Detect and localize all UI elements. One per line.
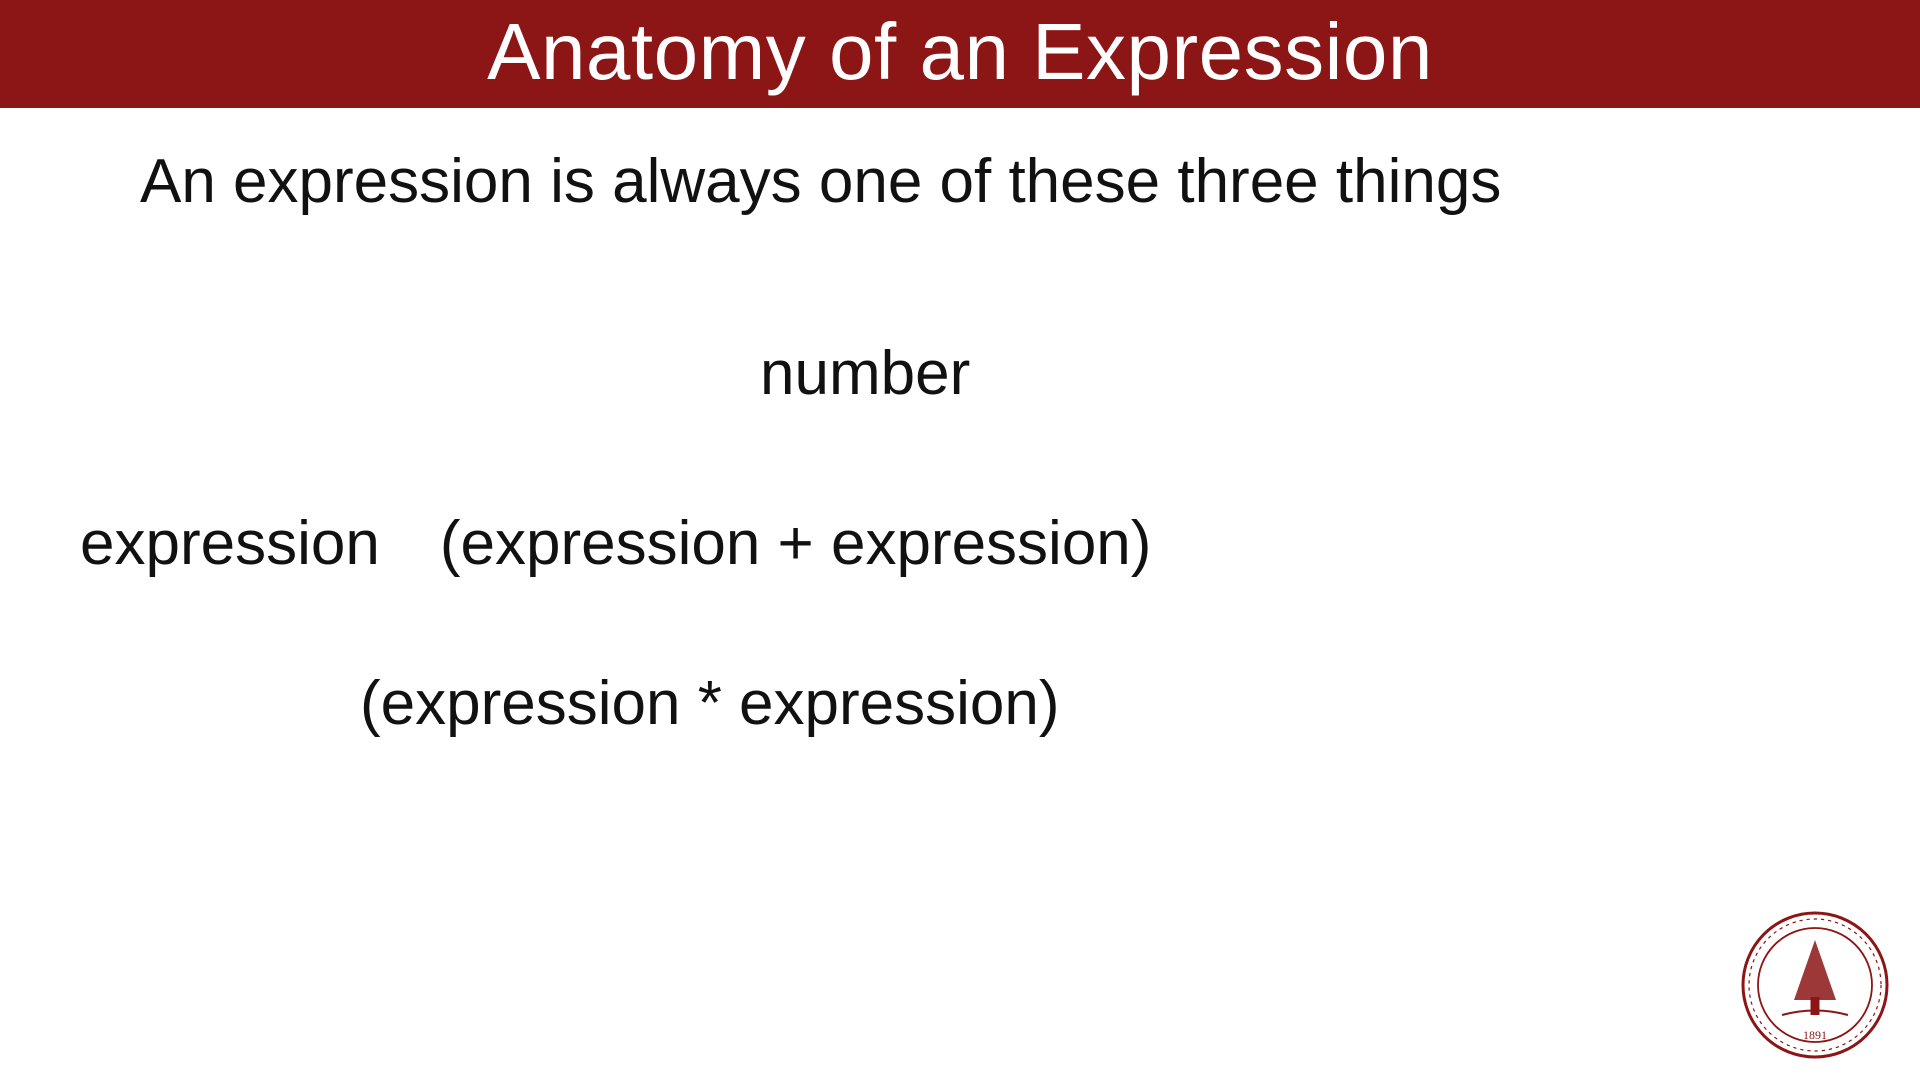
expression-kind-number: number — [760, 338, 970, 409]
expression-label: expression — [80, 508, 380, 579]
slide-title: Anatomy of an Expression — [0, 6, 1920, 98]
slide: Anatomy of an Expression An expression i… — [0, 0, 1920, 1080]
title-bar: Anatomy of an Expression — [0, 0, 1920, 108]
expression-kind-mult: (expression * expression) — [360, 668, 1060, 739]
stanford-seal-icon: 1891 — [1740, 910, 1890, 1060]
slide-subtitle: An expression is always one of these thr… — [140, 146, 1501, 217]
expression-row: expression (expression + expression) — [80, 508, 1151, 579]
expression-kind-plus: (expression + expression) — [440, 508, 1152, 579]
svg-text:1891: 1891 — [1803, 1028, 1827, 1042]
